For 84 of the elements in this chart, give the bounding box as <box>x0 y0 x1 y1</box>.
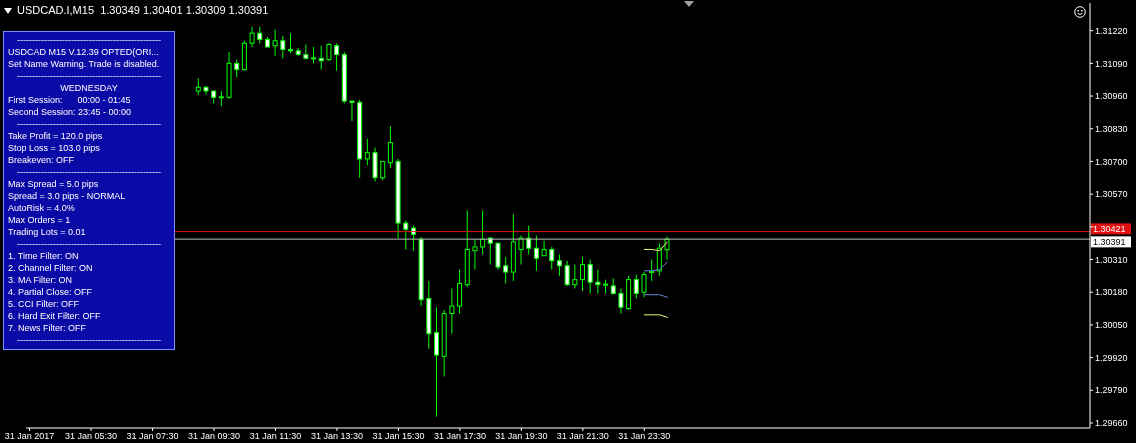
candlestick <box>387 125 393 169</box>
x-tick-label: 31 Jan 13:30 <box>310 431 363 442</box>
y-tick-label: 1.30830 <box>1095 123 1128 134</box>
annotation: Breakeven: OFF <box>8 155 75 165</box>
annotation: Max Spread = 5.0 pips <box>8 179 99 189</box>
annotation: Max Orders = 1 <box>8 215 71 225</box>
x-tick-label: 31 Jan 11:30 <box>249 431 302 442</box>
candlestick <box>472 238 478 271</box>
candlestick <box>303 43 309 61</box>
candlestick <box>556 253 562 277</box>
annotation: Second Session: 23:45 - 00:00 <box>8 107 132 117</box>
y-tick-label: 1.30180 <box>1095 287 1128 298</box>
x-tick-label: 31 Jan 09:30 <box>187 431 241 442</box>
x-tick-label: 31 Jan 21:30 <box>556 431 609 442</box>
candlestick <box>649 259 655 282</box>
candlestick <box>572 264 578 289</box>
y-tick-label: 1.31220 <box>1095 25 1128 36</box>
annotation: Stop Loss = 103.0 pips <box>8 143 100 153</box>
annotation: WEDNESDAY <box>60 83 118 93</box>
candlestick <box>495 242 501 271</box>
candlestick <box>503 256 509 284</box>
candlestick <box>380 160 386 181</box>
candlestick <box>434 306 439 418</box>
annotation: Spread = 3.0 pips - NORMAL <box>8 191 126 201</box>
annotation: Set Name Warning. Trade is disabled. <box>8 59 160 69</box>
candlestick <box>564 260 570 287</box>
ref-line-label: 1.30421 <box>1093 224 1126 235</box>
annotation: 5. CCI Filter: OFF <box>8 299 80 309</box>
annotation: ------------------------------------------------ <box>17 239 161 249</box>
x-tick-label: 31 Jan 15:30 <box>372 431 425 442</box>
candlestick <box>533 235 539 272</box>
annotation: Trading Lots = 0.01 <box>8 227 86 237</box>
candlestick <box>272 28 278 57</box>
candlestick <box>580 256 585 292</box>
annotation: ------------------------------------------------ <box>17 119 161 129</box>
candlestick <box>549 246 555 271</box>
x-tick-label: 31 Jan 23:30 <box>618 431 671 442</box>
annotation: First Session: 00:00 - 01:45 <box>8 95 131 105</box>
y-tick-label: 1.31090 <box>1095 58 1128 69</box>
y-tick-label: 1.29790 <box>1095 385 1128 396</box>
candlestick <box>288 32 294 54</box>
annotation: 2. Channel Filter: ON <box>8 263 93 273</box>
annotation: Take Profit = 120.0 pips <box>8 131 103 141</box>
candlestick <box>480 209 486 255</box>
annotation: 7. News Filter: OFF <box>8 323 87 333</box>
ref-line-label: 1.30391 <box>1093 237 1126 248</box>
annotation: 1. Time Filter: ON <box>8 251 79 261</box>
candlestick <box>618 287 624 315</box>
y-tick-label: 1.30310 <box>1095 254 1128 265</box>
annotation: ------------------------------------------------ <box>17 167 161 177</box>
chart-title: USDCAD.I,M15 1.30349 1.30401 1.30309 1.30391 <box>17 4 269 17</box>
candlestick <box>280 35 286 59</box>
candlestick <box>449 287 455 335</box>
candlestick <box>541 240 547 257</box>
y-tick-label: 1.30570 <box>1095 189 1128 200</box>
candlestick <box>249 26 255 48</box>
x-tick-label: 31 Jan 05:30 <box>65 431 118 442</box>
annotation: USDCAD M15 V.12.39 OPTED(ORI... <box>8 47 159 57</box>
x-tick-label: 31 Jan 07:30 <box>126 431 179 442</box>
annotation: AutoRisk = 4.0% <box>8 203 75 213</box>
y-tick-label: 1.29660 <box>1095 418 1128 429</box>
y-tick-label: 1.30700 <box>1095 156 1128 167</box>
candlestick <box>334 42 340 72</box>
y-tick-label: 1.29920 <box>1095 352 1128 363</box>
x-tick-label: 31 Jan 19:30 <box>495 431 548 442</box>
candlestick <box>410 225 416 252</box>
candlestick <box>595 269 601 294</box>
y-tick-label: 1.30050 <box>1095 320 1128 331</box>
annotation: ------------------------------------------------ <box>17 35 161 45</box>
annotation: 6. Hard Exit Filter: OFF <box>8 311 101 321</box>
candlestick <box>633 274 639 299</box>
x-tick-label: 31 Jan 2017 <box>4 431 55 442</box>
candlestick <box>364 138 370 166</box>
x-tick-label: 31 Jan 17:30 <box>433 431 486 442</box>
annotation: ------------------------------------------------ <box>17 71 161 81</box>
candlestick <box>349 100 355 122</box>
candlestick <box>457 269 463 315</box>
annotation: 4. Partial Close: OFF <box>8 287 93 297</box>
annotation: 3. MA Filter: ON <box>8 275 73 285</box>
candlestick <box>403 220 409 250</box>
candlestick <box>641 271 647 298</box>
candlestick <box>587 259 593 294</box>
y-tick-label: 1.30960 <box>1095 91 1128 102</box>
annotation: ------------------------------------------------ <box>17 335 161 345</box>
